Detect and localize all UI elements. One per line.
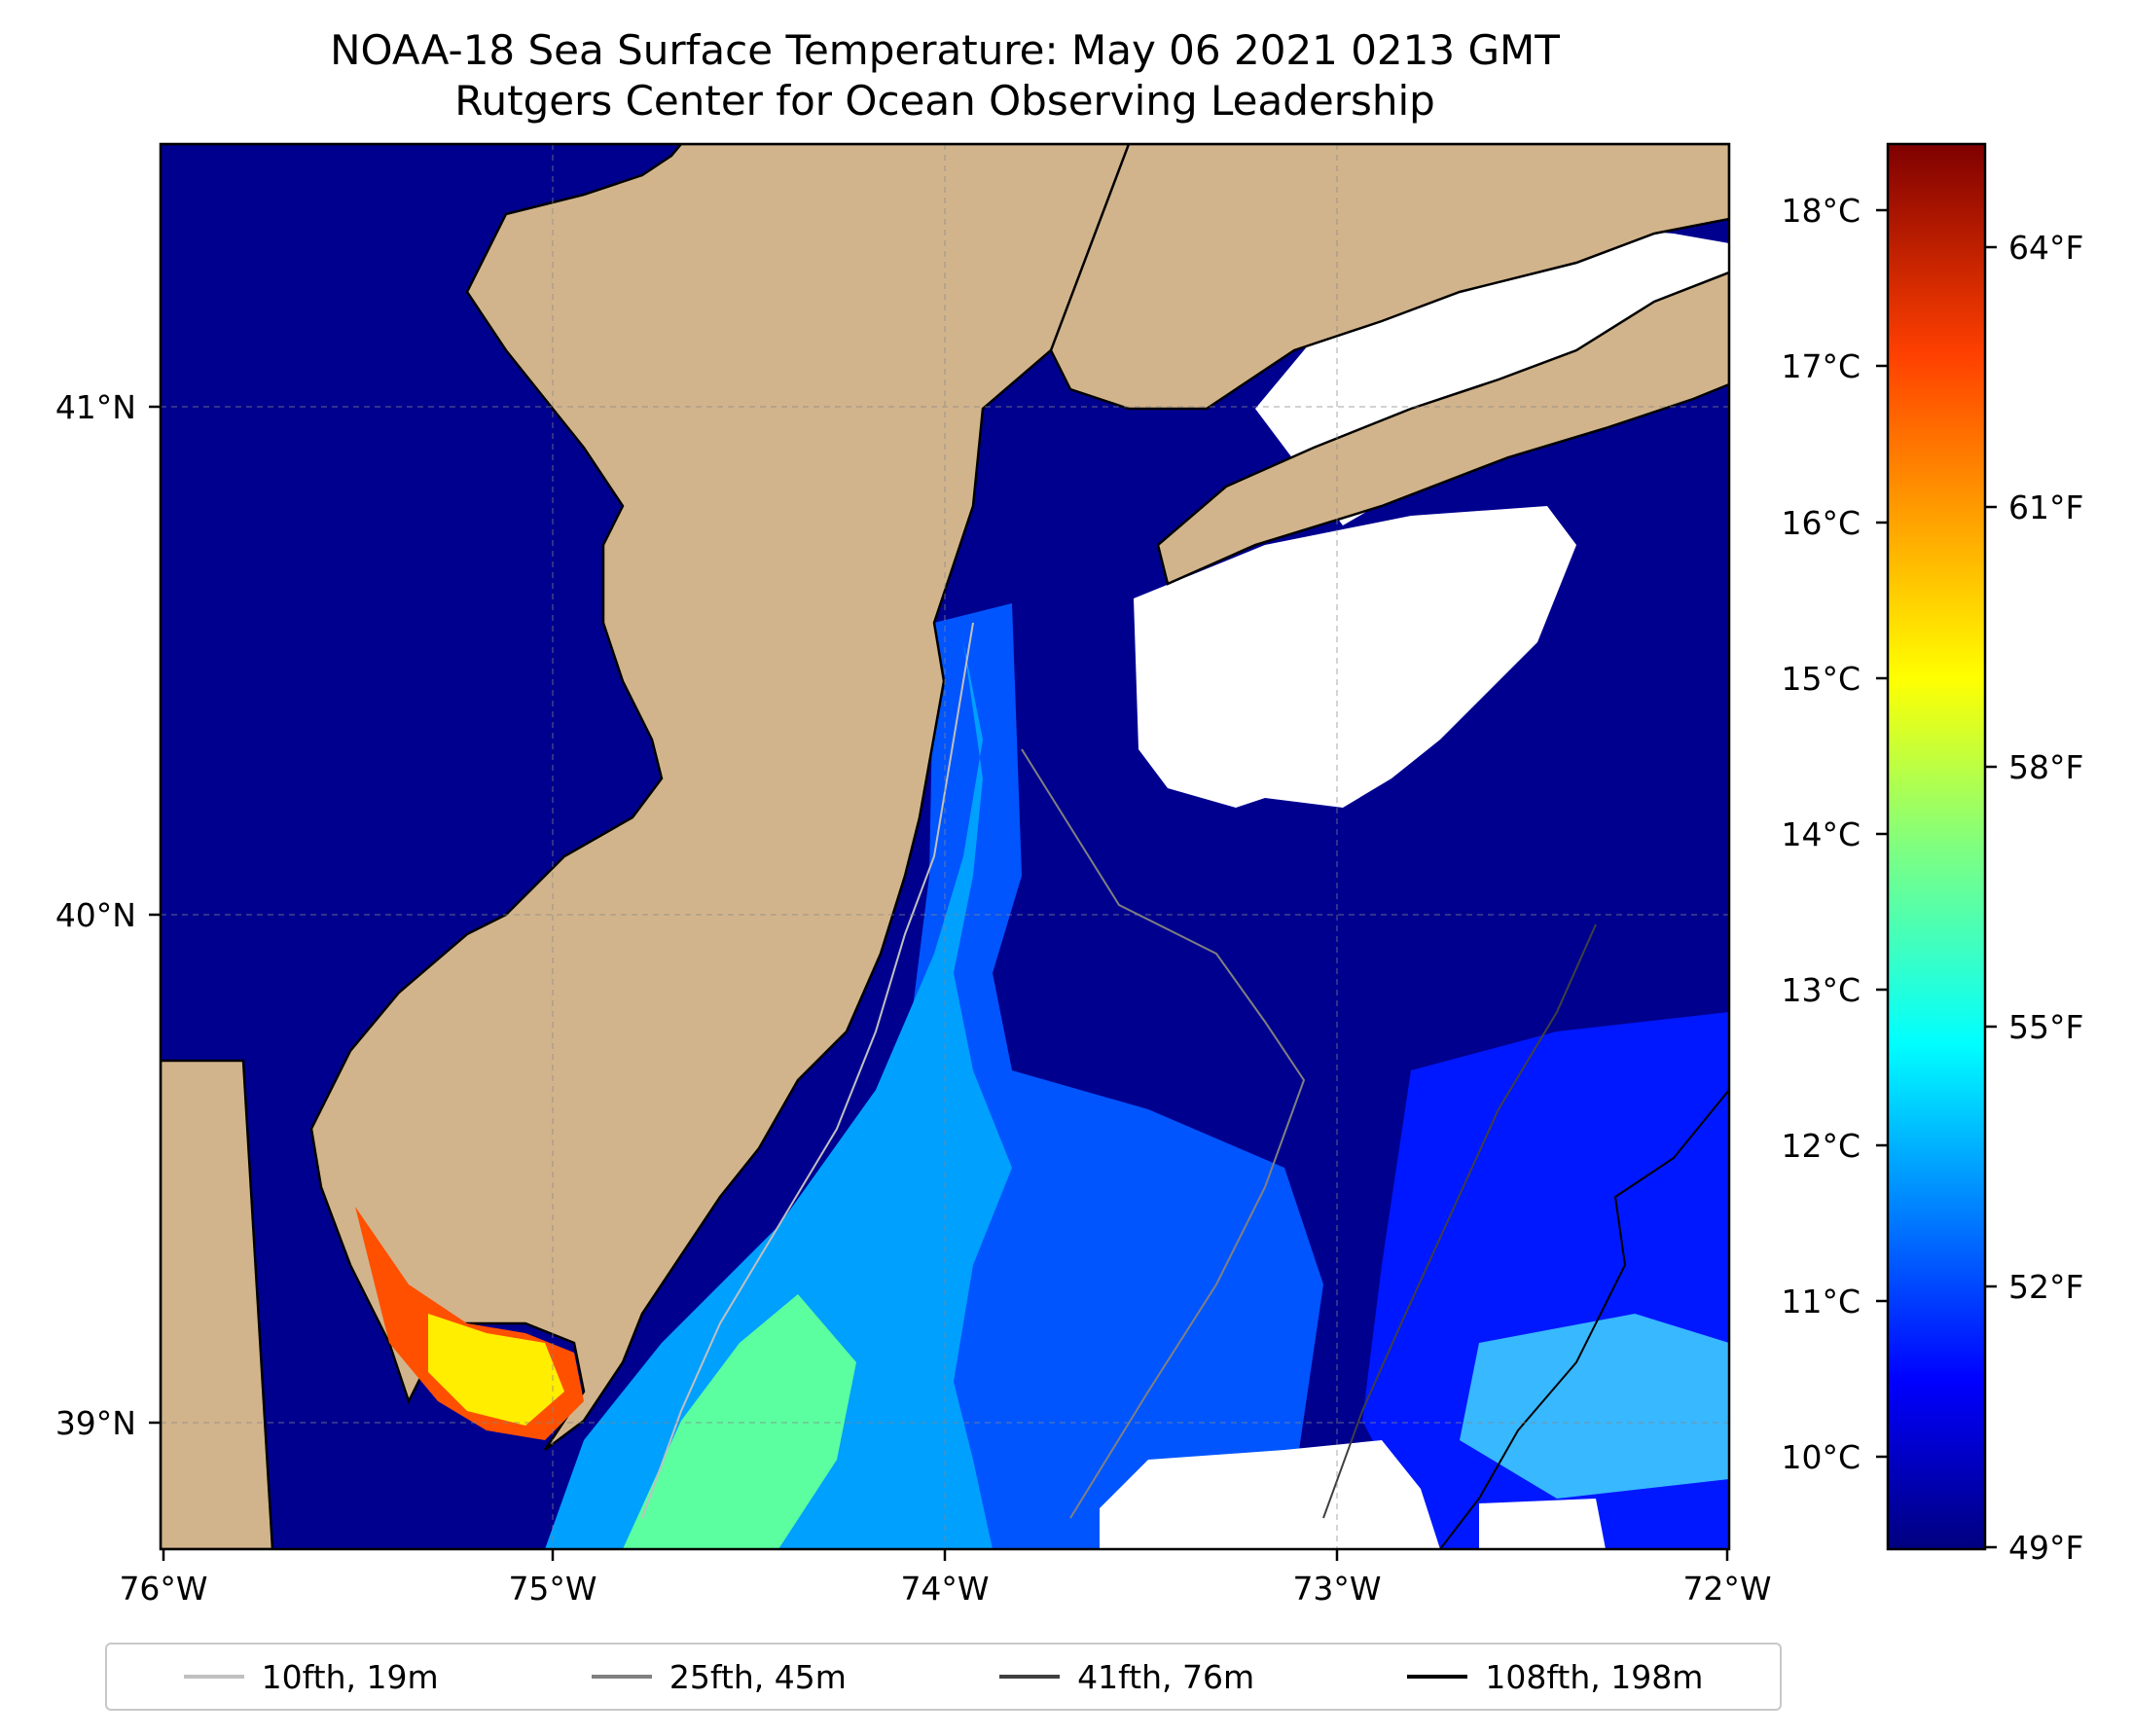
map-panel: [161, 144, 1729, 1549]
legend-swatch: [183, 1675, 244, 1679]
fahrenheit-tick-label: 49°F: [2008, 1529, 2083, 1567]
contour-41fth: [1322, 923, 1597, 1519]
colorbar: [1886, 142, 1987, 1551]
legend-item: 108fth, 198m: [1407, 1658, 1703, 1696]
celsius-tick-label: 10°C: [1781, 1438, 1861, 1476]
fahrenheit-tick-label: 61°F: [2008, 488, 2083, 526]
celsius-tick-label: 11°C: [1781, 1283, 1861, 1320]
lat-tick-label: 41°N: [55, 388, 136, 426]
lon-tick-label: 73°W: [1292, 1570, 1381, 1608]
celsius-tick-label: 17°C: [1781, 347, 1861, 385]
legend-swatch: [1407, 1675, 1468, 1679]
celsius-tick-label: 16°C: [1781, 504, 1861, 542]
legend-item: 41fth, 76m: [999, 1658, 1254, 1696]
map-subtitle: Rutgers Center for Ocean Observing Leade…: [454, 77, 1435, 125]
ocean-warm-coastal: [623, 1294, 856, 1549]
land-delaware: [161, 1059, 274, 1549]
legend-item: 10fth, 19m: [183, 1657, 439, 1696]
legend-label: 41fth, 76m: [1077, 1657, 1255, 1696]
cloud-mask-southeast: [1479, 1499, 1606, 1549]
fahrenheit-tick-label: 58°F: [2008, 748, 2083, 786]
lat-tick-label: 39°N: [55, 1404, 136, 1442]
fahrenheit-tick-label: 52°F: [2008, 1268, 2083, 1306]
contour-108fth: [1439, 1089, 1729, 1549]
land-connecticut: [1049, 144, 1729, 411]
land-long-island: [1156, 271, 1729, 586]
contour-10fth: [641, 622, 974, 1519]
lon-tick-label: 72°W: [1682, 1570, 1771, 1608]
gridlines: [161, 144, 1729, 1549]
lat-tick-label: 40°N: [55, 896, 136, 934]
cloud-mask-center: [1134, 506, 1576, 808]
land-mainland: [161, 144, 1131, 1451]
contour-legend: 10fth, 19m 25fth, 45m 41fth, 76m 108fth,…: [105, 1643, 1782, 1711]
legend-label: 108fth, 198m: [1485, 1657, 1704, 1696]
map-title: NOAA-18 Sea Surface Temperature: May 06 …: [330, 26, 1560, 74]
celsius-tick-label: 18°C: [1781, 192, 1861, 230]
legend-swatch: [999, 1675, 1061, 1679]
celsius-tick-label: 14°C: [1781, 815, 1861, 853]
fahrenheit-tick-marks: [1985, 245, 1997, 1549]
celsius-tick-label: 13°C: [1781, 971, 1861, 1009]
celsius-tick-label: 12°C: [1781, 1127, 1861, 1165]
cloud-mask-south: [1100, 1440, 1440, 1549]
ocean-shelf-band: [545, 642, 1012, 1549]
fahrenheit-tick-label: 64°F: [2008, 229, 2083, 267]
celsius-tick-marks: [1876, 208, 1888, 1459]
delaware-bay-inner: [428, 1314, 564, 1426]
ocean-east-cyan-patch: [1460, 1314, 1729, 1499]
legend-item: 25fth, 45m: [591, 1657, 847, 1696]
fahrenheit-tick-label: 55°F: [2008, 1008, 2083, 1046]
lon-tick-label: 76°W: [119, 1570, 207, 1608]
lon-tick-label: 75°W: [508, 1570, 596, 1608]
lon-tick-label: 74°W: [900, 1570, 989, 1608]
celsius-tick-label: 15°C: [1781, 660, 1861, 698]
lon-tick-marks: [149, 405, 1729, 1561]
legend-swatch: [591, 1675, 652, 1679]
legend-label: 10fth, 19m: [261, 1657, 439, 1696]
contour-25fth: [1021, 748, 1306, 1519]
legend-label: 25fth, 45m: [669, 1657, 847, 1696]
